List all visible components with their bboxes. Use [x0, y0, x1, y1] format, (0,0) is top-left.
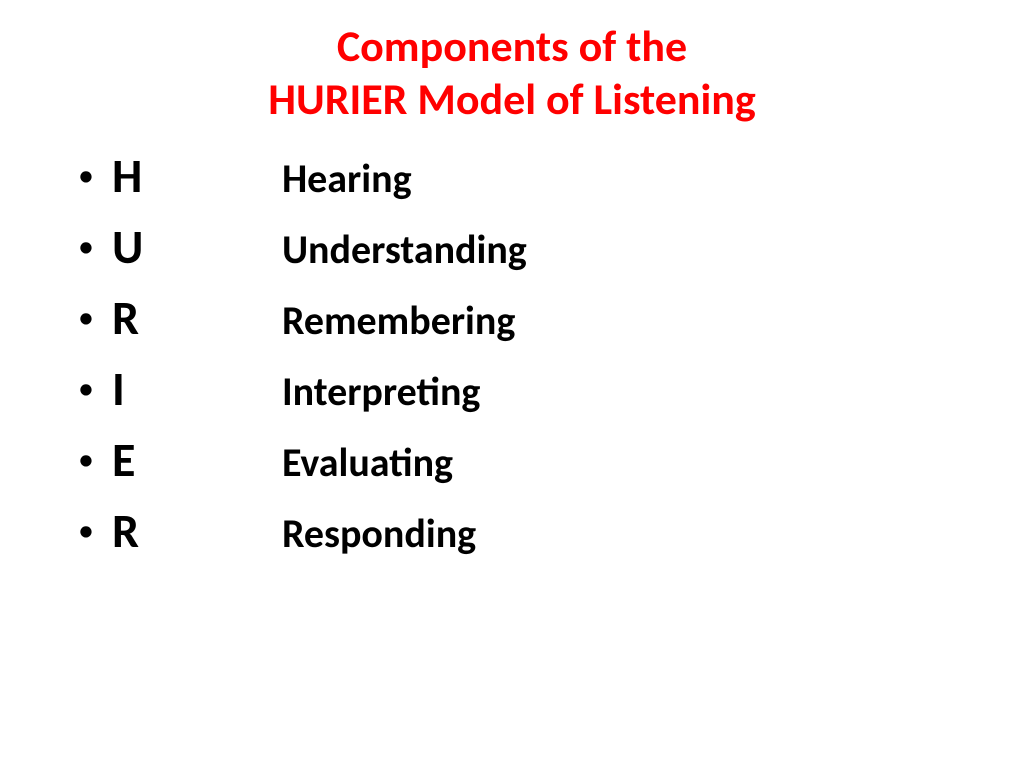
acronym-word: Hearing	[282, 154, 412, 203]
acronym-letter: R	[112, 288, 282, 347]
acronym-word: Responding	[282, 509, 476, 558]
acronym-word: Understanding	[282, 225, 527, 274]
title-line-2: HURIER Model of Listening	[268, 72, 756, 126]
bullet-icon: •	[78, 231, 94, 263]
acronym-word: Remembering	[282, 296, 515, 345]
slide-title: Components of the HURIER Model of Listen…	[0, 20, 1024, 126]
list-item: • R Remembering	[78, 288, 1024, 347]
title-line-1: Components of the	[337, 19, 687, 73]
bullet-icon: •	[78, 373, 94, 405]
list-item: • H Hearing	[78, 146, 1024, 205]
list-item: • R Responding	[78, 501, 1024, 560]
acronym-letter: R	[112, 501, 282, 560]
bullet-icon: •	[78, 302, 94, 334]
bullet-icon: •	[78, 515, 94, 547]
acronym-letter: E	[112, 430, 282, 489]
acronym-letter: I	[112, 359, 282, 418]
acronym-letter: U	[112, 217, 282, 276]
acronym-letter: H	[112, 146, 282, 205]
bullet-icon: •	[78, 160, 94, 192]
bullet-icon: •	[78, 444, 94, 476]
acronym-word: Interpreting	[282, 367, 480, 416]
list-item: • E Evaluating	[78, 430, 1024, 489]
hurier-list: • H Hearing • U Understanding • R Rememb…	[0, 146, 1024, 560]
list-item: • I Interpreting	[78, 359, 1024, 418]
acronym-word: Evaluating	[282, 438, 453, 487]
list-item: • U Understanding	[78, 217, 1024, 276]
